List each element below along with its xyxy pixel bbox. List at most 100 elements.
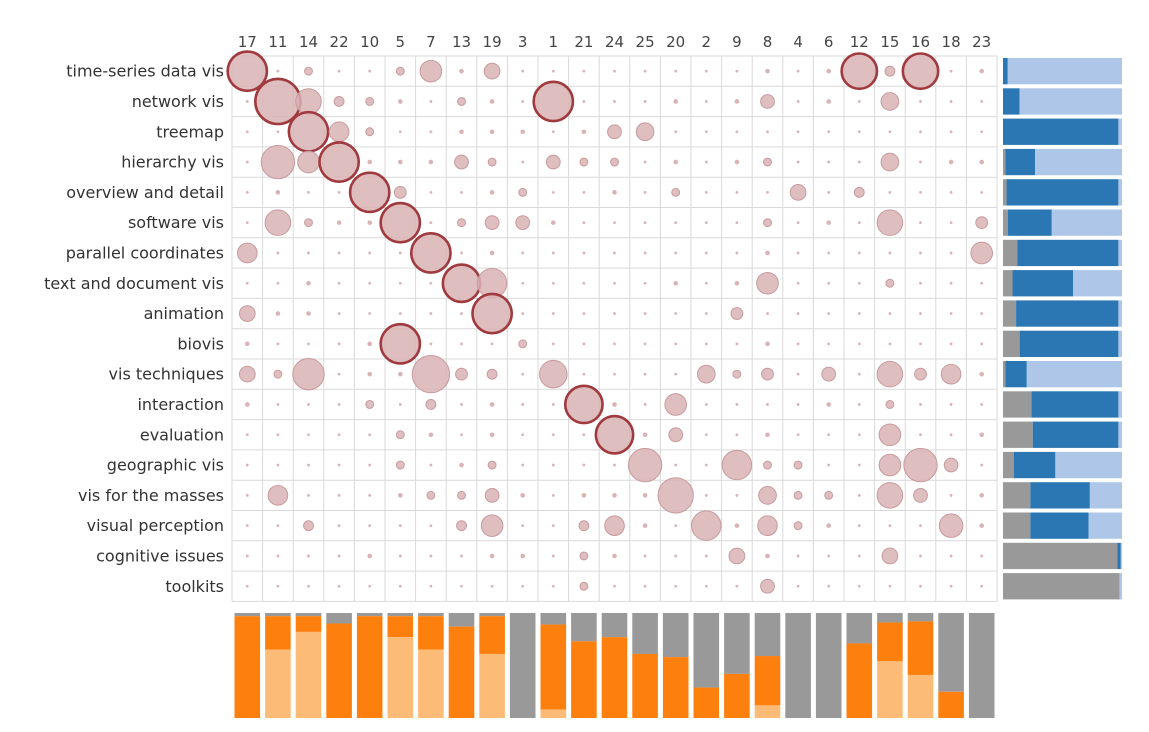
row-label: treemap xyxy=(156,122,224,141)
bubble xyxy=(411,355,451,394)
row-bar-segment-light xyxy=(1118,300,1122,327)
bubble xyxy=(757,515,778,536)
bubble xyxy=(460,342,463,346)
bubble-highlighted xyxy=(409,232,452,274)
bubble xyxy=(657,477,694,514)
row-bar-segment-gray xyxy=(1003,330,1020,357)
bubble xyxy=(276,463,280,467)
bubble xyxy=(490,584,494,588)
bubble xyxy=(704,160,708,164)
bubble xyxy=(857,130,861,134)
bubble xyxy=(919,342,922,346)
bubble xyxy=(643,100,647,103)
row-bar-segment-gray xyxy=(1003,209,1008,236)
row-bar-segment-blue xyxy=(1030,482,1090,509)
bubble-highlighted xyxy=(318,141,361,183)
bubble xyxy=(276,524,280,528)
bubble xyxy=(919,403,922,406)
bubble xyxy=(674,312,678,315)
bubble xyxy=(613,342,616,346)
bubble xyxy=(763,460,772,470)
bubble xyxy=(613,100,616,103)
bubble xyxy=(398,493,403,498)
bubble xyxy=(484,215,500,231)
col-bar-segment-gray xyxy=(326,613,352,624)
bubble xyxy=(604,515,625,536)
row-bar-segment-blue xyxy=(1017,239,1119,267)
row-bar-segment-gray xyxy=(1003,270,1013,297)
bubble xyxy=(857,524,861,528)
bubble xyxy=(642,523,648,528)
bubble xyxy=(827,433,831,437)
bubble xyxy=(521,312,525,315)
bubble xyxy=(398,403,402,406)
row-bar-segment-blue xyxy=(1012,270,1074,297)
bubble xyxy=(551,493,555,497)
bubble xyxy=(673,159,678,165)
bubble xyxy=(429,100,433,103)
row-bar-segment-light xyxy=(1073,270,1122,297)
bubble xyxy=(398,281,402,285)
col-bar-segment-light xyxy=(295,631,322,718)
bubble xyxy=(486,368,498,380)
row-bar-segment-light xyxy=(1118,179,1122,206)
bubble xyxy=(857,493,861,497)
bubble xyxy=(674,69,678,73)
col-bar-segment-orange xyxy=(387,616,414,638)
col-bar-segment-gray xyxy=(815,613,842,718)
bubble xyxy=(551,524,555,528)
bubble xyxy=(796,251,800,255)
bubble xyxy=(455,367,468,381)
bubble xyxy=(876,482,904,509)
row-bar-segment-blue xyxy=(1005,361,1027,388)
bubble xyxy=(980,403,984,406)
row-bar-segment-light xyxy=(1051,209,1122,236)
bubble xyxy=(853,186,865,198)
bubble xyxy=(796,584,800,588)
bubble xyxy=(551,403,555,406)
bubble xyxy=(490,342,494,346)
bubble xyxy=(521,433,525,437)
bubble xyxy=(919,524,922,528)
bubble xyxy=(276,403,280,406)
bubble xyxy=(668,427,684,443)
bubble xyxy=(245,190,249,194)
bubble xyxy=(460,403,463,406)
row-bar-segment-blue xyxy=(1005,148,1036,176)
bubble-highlighted xyxy=(379,201,422,244)
col-bar-segment-orange xyxy=(234,616,261,718)
bubble xyxy=(721,449,753,481)
column-label: 24 xyxy=(605,33,624,51)
bubble xyxy=(643,312,647,315)
row-bar-segment-light xyxy=(1118,330,1122,357)
bubble xyxy=(337,281,341,285)
bubble xyxy=(643,403,647,406)
bubble xyxy=(765,432,770,438)
col-bar-segment-orange xyxy=(265,616,291,650)
bubble xyxy=(704,554,708,558)
bubble-highlighted xyxy=(901,52,940,91)
bubble xyxy=(459,68,464,74)
column-label: 16 xyxy=(911,33,930,51)
bubble xyxy=(551,251,555,255)
bubble xyxy=(674,584,678,588)
bubble xyxy=(674,221,678,225)
bubble xyxy=(643,342,647,346)
bubble xyxy=(793,460,803,470)
bubble xyxy=(487,157,497,167)
bubble xyxy=(765,553,770,559)
row-label: biovis xyxy=(177,334,224,353)
bubble xyxy=(245,433,249,437)
bubble xyxy=(975,216,989,230)
bubble xyxy=(460,190,463,194)
bubble xyxy=(337,342,341,346)
bubble xyxy=(429,281,433,285)
bubble xyxy=(643,69,647,73)
bubble xyxy=(521,584,525,588)
column-label: 2 xyxy=(702,33,712,51)
bubble xyxy=(940,363,962,385)
bubble xyxy=(826,402,831,407)
bubble xyxy=(582,221,586,225)
bubble xyxy=(337,190,341,194)
column-label: 20 xyxy=(666,33,685,51)
